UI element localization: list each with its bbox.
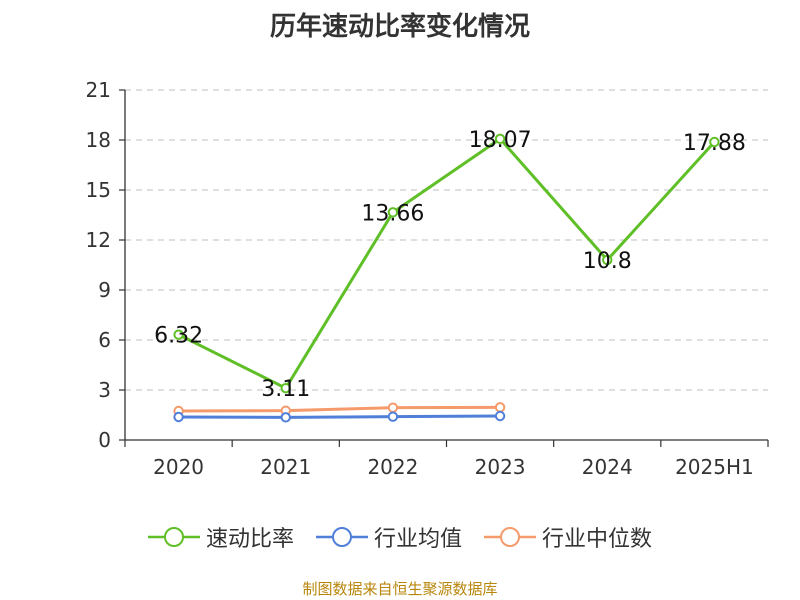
data-point — [709, 136, 720, 148]
data-point — [494, 133, 506, 145]
data-label: 3.11 — [261, 377, 310, 402]
data-label: 10.8 — [583, 249, 632, 274]
legend-line-circle-icon — [484, 527, 536, 547]
data-label: 18.07 — [469, 128, 532, 153]
legend-item[interactable]: 行业均值 — [315, 521, 462, 553]
y-tick-label: 9 — [98, 278, 111, 302]
line-chart: 0 3 6 9 12 15 18 21 2020 2021 2022 2023 2024 2025H1 6… — [86, 78, 769, 479]
source-note: 制图数据来自恒生聚源数据库 — [302, 580, 498, 598]
x-tick-label: 2021 — [260, 455, 311, 479]
y-tick-label: 12 — [86, 228, 111, 252]
series-line — [177, 137, 716, 390]
data-label: 6.32 — [154, 324, 203, 349]
series-layer — [173, 133, 720, 423]
y-tick-label: 21 — [86, 78, 111, 102]
data-label-layer: 6.32 3.11 13.66 18.07 10.8 17.88 — [154, 128, 746, 402]
data-point — [387, 207, 399, 218]
x-tick-label: 2022 — [367, 455, 418, 479]
data-label: 17.88 — [683, 131, 746, 156]
data-point — [494, 410, 506, 422]
data-point — [173, 329, 184, 340]
legend-label: 行业中位数 — [542, 527, 653, 552]
data-point — [602, 254, 613, 266]
y-tick-label: 6 — [98, 328, 111, 352]
x-tick-label: 2025H1 — [675, 455, 754, 479]
data-point — [173, 411, 184, 423]
x-tick-label: 2020 — [153, 455, 204, 479]
data-point — [387, 402, 399, 413]
legend-line-circle-icon — [147, 527, 200, 547]
data-point — [280, 412, 291, 423]
chart-title: 历年速动比率变化情况 — [269, 12, 530, 42]
legend-item[interactable]: 速动比率 — [147, 521, 294, 553]
data-point — [494, 402, 506, 413]
legend-label: 行业均值 — [373, 527, 462, 552]
axis-layer: 0 3 6 9 12 15 18 21 2020 2021 2022 2023 2024 2025H1 — [86, 78, 769, 479]
series-line — [178, 414, 501, 419]
x-tick-label: 2024 — [582, 455, 633, 479]
legend-item[interactable]: 行业中位数 — [484, 521, 652, 553]
y-tick-label: 0 — [98, 428, 111, 452]
data-point — [280, 382, 291, 394]
y-tick-label: 18 — [86, 128, 111, 152]
legend-label: 速动比率 — [205, 527, 294, 552]
y-tick-label: 15 — [86, 178, 111, 202]
data-label: 13.66 — [361, 201, 424, 226]
y-tick-label: 3 — [98, 378, 111, 402]
data-point — [387, 411, 399, 422]
legend: 速动比率 行业均值 行业中位数 — [0, 520, 800, 554]
grid-layer — [125, 89, 768, 391]
x-tick-label: 2023 — [475, 455, 526, 479]
legend-line-circle-icon — [315, 527, 368, 547]
series-line — [178, 405, 501, 413]
